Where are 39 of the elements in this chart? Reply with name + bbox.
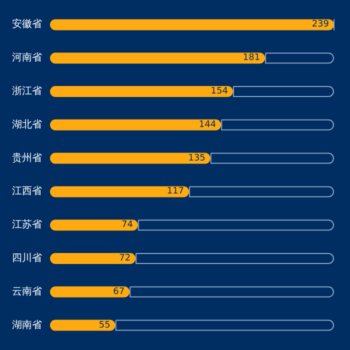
bar: [50, 253, 136, 264]
y-tick-label: 江苏省: [12, 218, 42, 231]
data-label: 74: [121, 220, 134, 230]
bar: [50, 152, 210, 164]
data-label: 55: [98, 320, 110, 330]
data-label: 154: [210, 86, 228, 96]
data-label: 144: [198, 120, 216, 130]
bar: [136, 253, 334, 264]
bar: [210, 152, 334, 164]
data-label: 117: [166, 186, 184, 197]
bar: [50, 320, 116, 331]
data-label: 181: [242, 53, 260, 64]
bar: [50, 86, 233, 97]
data-label: 67: [113, 286, 125, 297]
y-tick-label: 浙江省: [12, 85, 42, 97]
bar: [50, 186, 190, 198]
data-label: 135: [188, 153, 206, 164]
y-tick-label: 河南省: [12, 52, 42, 64]
data-label: 72: [119, 254, 131, 264]
y-tick-label: 贵州省: [12, 152, 42, 164]
data-label: 239: [312, 20, 330, 30]
bar: [265, 52, 334, 64]
y-tick-label: 江西省: [12, 185, 42, 198]
bar: [130, 286, 334, 298]
bar: [138, 220, 334, 231]
y-tick-label: 四川省: [12, 252, 42, 264]
bar: [232, 86, 334, 97]
bar: [50, 52, 266, 64]
bar: [50, 220, 138, 231]
bar: [50, 19, 334, 30]
y-tick-label: 湖北省: [12, 118, 42, 130]
bar: [115, 320, 334, 331]
y-tick-label: 安徽省: [12, 18, 42, 30]
bar: [50, 119, 222, 130]
bar: [189, 186, 334, 198]
y-tick-label: 云南省: [12, 285, 42, 298]
bar: [50, 286, 130, 298]
y-tick-label: 湖南省: [12, 318, 42, 331]
bar: [221, 119, 334, 130]
